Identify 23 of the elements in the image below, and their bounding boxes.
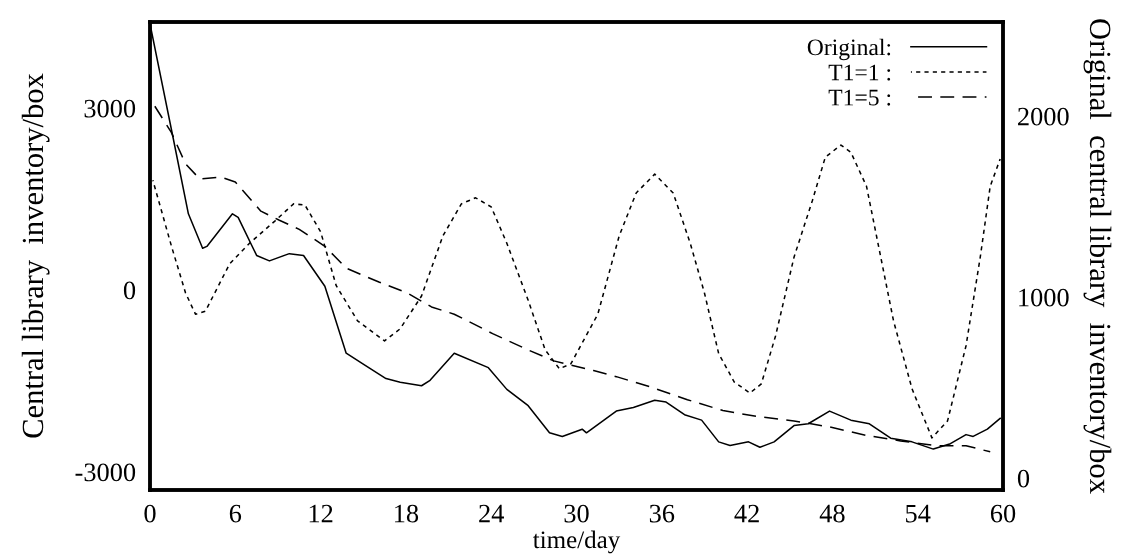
x-tick-label: 18	[395, 504, 419, 523]
x-tick-label: 30	[564, 504, 589, 523]
x-tick-label: 12	[309, 504, 333, 523]
x-tick-label: 60	[990, 504, 1016, 523]
y-tick-label: -3000	[75, 463, 136, 482]
y2-tick-label: 1000	[1019, 288, 1069, 307]
y-axis-title: Central library inventory/box	[21, 73, 50, 438]
y2-tick-label: 2000	[1018, 107, 1069, 126]
x-tick-label: 42	[734, 504, 759, 523]
x-tick-label: 36	[649, 504, 675, 523]
legend-label: T1=5 :	[828, 89, 891, 106]
x-tick-label: 6	[229, 504, 242, 523]
legend-label: Original:	[807, 38, 891, 61]
y-tick-label: 3000	[84, 99, 136, 118]
x-tick-label: 48	[819, 504, 845, 523]
x-axis-title: time/day	[533, 530, 621, 554]
y2-axis-title: Original central library inventory/box	[1083, 19, 1112, 494]
x-tick-label: 54	[906, 504, 931, 523]
x-tick-label: 24	[479, 504, 504, 523]
x-tick-label: 0	[144, 504, 156, 523]
legend-label: T1=1 :	[828, 64, 891, 81]
y-tick-label: 0	[123, 281, 136, 300]
y2-tick-label: 0	[1017, 469, 1030, 488]
